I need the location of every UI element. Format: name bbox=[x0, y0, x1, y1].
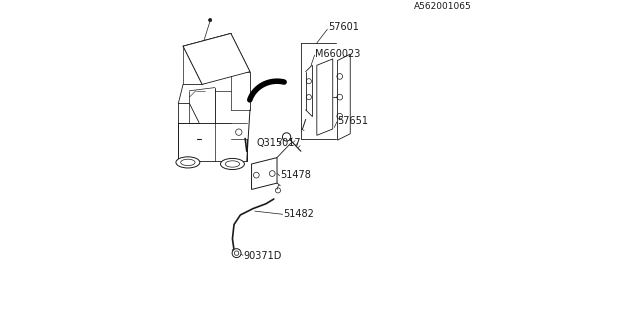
Text: A562001065: A562001065 bbox=[413, 2, 471, 11]
Text: 90371D: 90371D bbox=[244, 251, 282, 261]
Text: 51482: 51482 bbox=[284, 209, 314, 219]
Circle shape bbox=[209, 19, 212, 22]
Polygon shape bbox=[317, 59, 333, 135]
Circle shape bbox=[282, 133, 291, 141]
Text: 51478: 51478 bbox=[280, 170, 311, 180]
Text: 57601: 57601 bbox=[328, 22, 360, 32]
Circle shape bbox=[232, 249, 241, 258]
Polygon shape bbox=[183, 34, 250, 84]
Ellipse shape bbox=[225, 161, 239, 167]
Ellipse shape bbox=[180, 159, 195, 165]
Text: Q315017: Q315017 bbox=[257, 138, 301, 148]
Ellipse shape bbox=[221, 158, 244, 170]
Polygon shape bbox=[337, 54, 350, 140]
Text: M660023: M660023 bbox=[316, 49, 360, 59]
Ellipse shape bbox=[176, 157, 200, 168]
Circle shape bbox=[236, 129, 242, 135]
Polygon shape bbox=[252, 158, 277, 189]
Text: 57651: 57651 bbox=[337, 116, 369, 126]
